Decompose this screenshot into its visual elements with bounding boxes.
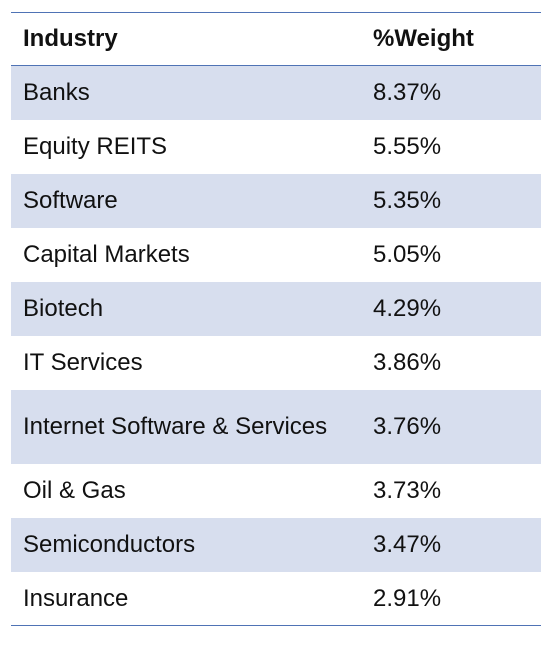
table-body: Banks 8.37% Equity REITS 5.55% Software … [11, 65, 541, 626]
table-row: IT Services 3.86% [11, 336, 541, 390]
weight-cell: 4.29% [361, 281, 541, 336]
industry-cell: Semiconductors [11, 517, 361, 572]
industry-cell: Internet Software & Services [11, 389, 361, 464]
industry-cell: Oil & Gas [23, 477, 126, 504]
table-row: Software 5.35% [11, 173, 541, 228]
table-header: Industry %Weight [11, 12, 541, 66]
industry-weight-table-wrapper: Industry %Weight Banks 8.37% Equity REIT… [11, 12, 541, 626]
table-row: Internet Software & Services 3.76% [11, 389, 541, 464]
table-row: Equity REITS 5.55% [11, 120, 541, 174]
industry-cell: Banks [11, 65, 361, 120]
weight-cell: 3.86% [373, 349, 442, 376]
weight-cell: 5.05% [373, 241, 442, 268]
industry-cell: Insurance [23, 584, 129, 612]
weight-cell: 3.76% [361, 389, 541, 464]
industry-cell: Software [11, 173, 361, 228]
industry-cell: Capital Markets [23, 241, 190, 268]
table-row: Oil & Gas 3.73% [11, 464, 541, 518]
industry-weight-table: Industry %Weight Banks 8.37% Equity REIT… [11, 12, 541, 626]
industry-cell: Equity REITS [23, 133, 168, 160]
weight-cell: 5.55% [373, 133, 442, 160]
weight-cell: 3.73% [373, 477, 442, 504]
weight-cell: 5.35% [361, 173, 541, 228]
weight-cell: 2.91% [373, 584, 442, 612]
table-row: Banks 8.37% [11, 65, 541, 120]
header-row: Industry %Weight [11, 12, 541, 66]
weight-cell: 3.47% [361, 517, 541, 572]
weight-cell: 8.37% [361, 65, 541, 120]
header-industry: Industry [11, 12, 361, 66]
table-row: Biotech 4.29% [11, 281, 541, 336]
table-row: Semiconductors 3.47% [11, 517, 541, 572]
table-row: Insurance 2.91% [11, 572, 541, 626]
table-row: Capital Markets 5.05% [11, 228, 541, 282]
industry-cell: IT Services [23, 349, 143, 376]
industry-cell: Biotech [11, 281, 361, 336]
header-weight: %Weight [361, 12, 541, 66]
